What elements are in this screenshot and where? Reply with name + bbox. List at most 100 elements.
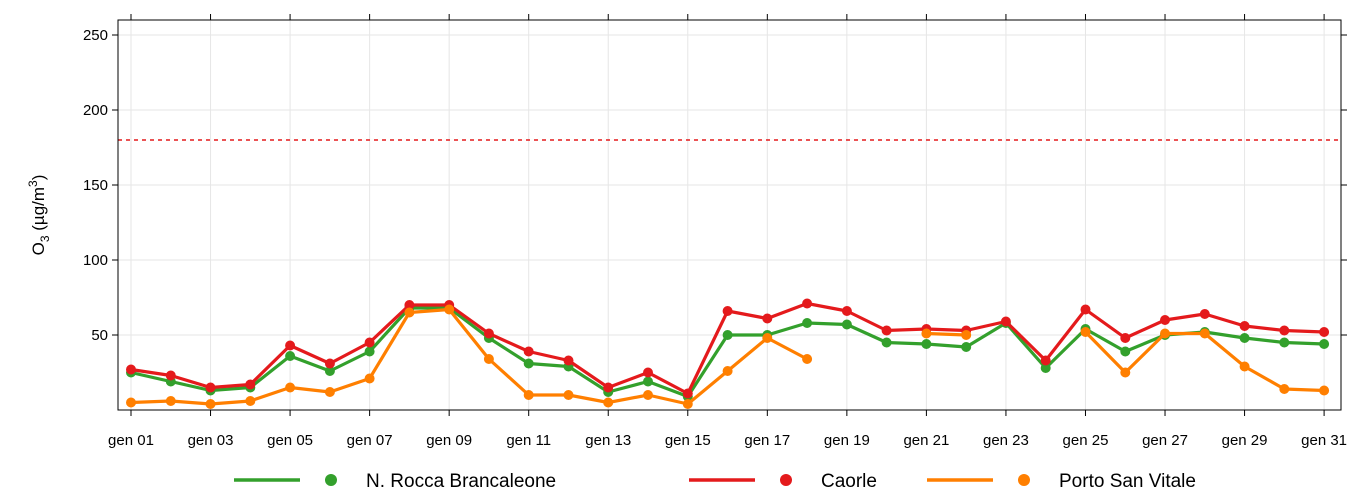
series-line [129, 307, 1326, 406]
x-tick-label: gen 21 [903, 432, 949, 449]
data-point [1040, 363, 1051, 373]
data-point [643, 367, 653, 378]
data-point [603, 382, 614, 393]
data-point [1199, 309, 1210, 319]
x-tick-label: gen 01 [108, 432, 154, 449]
data-point [1160, 315, 1170, 325]
y-tick-label: 150 [83, 177, 108, 194]
data-point [643, 390, 653, 400]
x-tick-label: gen 07 [347, 432, 393, 449]
legend-item: Porto San Vitale [927, 471, 1196, 492]
x-tick-label: gen 29 [1222, 432, 1268, 449]
y-tick-label: 200 [83, 102, 108, 119]
x-tick-label: gen 31 [1301, 432, 1347, 449]
data-point [643, 376, 653, 387]
data-point [165, 370, 176, 381]
data-point [126, 397, 136, 408]
data-point [285, 340, 296, 351]
data-point [722, 330, 733, 340]
plot-frame [117, 19, 1342, 411]
data-point [682, 388, 693, 399]
legend-item: Caorle [689, 471, 877, 492]
y-axis-title: O3 (µg/m3) [26, 175, 52, 256]
data-point [603, 397, 614, 408]
data-point [523, 346, 534, 357]
data-point [1160, 328, 1170, 339]
data-point [364, 346, 375, 357]
data-point [523, 358, 534, 369]
data-point [205, 382, 216, 393]
data-point [444, 304, 455, 315]
data-point [483, 328, 494, 339]
data-point [1120, 367, 1131, 378]
data-point [722, 366, 733, 376]
legend-label: Caorle [821, 471, 877, 492]
data-point [205, 399, 216, 409]
data-point [802, 318, 813, 328]
data-point [1040, 355, 1051, 366]
data-point [165, 396, 176, 406]
data-point [961, 342, 972, 352]
grid [118, 20, 1341, 410]
data-point [841, 319, 852, 330]
data-point [1279, 384, 1290, 394]
x-tick-label: gen 25 [1063, 432, 1109, 449]
data-point [1279, 325, 1290, 336]
data-point [881, 325, 892, 336]
x-tick-label: gen 05 [267, 432, 313, 449]
y-tick-label: 100 [83, 252, 108, 269]
y-axis-title-part: O [29, 242, 48, 255]
data-point [722, 306, 733, 316]
legend-point-swatch [780, 474, 792, 486]
data-point [762, 313, 773, 324]
x-tick-label: gen 19 [824, 432, 870, 449]
data-point [324, 358, 335, 369]
data-point [1319, 385, 1330, 396]
data-point [404, 307, 415, 318]
x-tick-label: gen 11 [506, 432, 551, 449]
series-layer [126, 298, 1330, 409]
data-point [285, 382, 296, 393]
legend-point-swatch [325, 474, 337, 486]
data-point [1239, 321, 1250, 331]
data-point [1120, 346, 1131, 357]
data-point [1080, 327, 1091, 337]
series-porto-san-vitale [126, 304, 1330, 409]
data-point [563, 355, 574, 366]
x-tick-label: gen 13 [585, 432, 631, 449]
legend-label: N. Rocca Brancaleone [366, 471, 556, 492]
series-line [129, 301, 1326, 396]
axes: 50 100 150 200 250 gen 01 gen 03 gen 05 gen 07 ge… [26, 14, 1347, 449]
y-axis-title-part: 3 [26, 180, 40, 187]
data-point [802, 298, 813, 309]
data-point [1319, 327, 1330, 337]
data-point [245, 379, 256, 390]
data-point [523, 390, 534, 400]
data-point [921, 328, 932, 339]
x-tick-label: gen 03 [188, 432, 234, 449]
data-point [921, 339, 932, 349]
y-axis-title-part: (µg/m [29, 187, 48, 236]
y-axis-title-part: ) [29, 175, 48, 181]
data-point [841, 306, 852, 316]
data-point [364, 373, 375, 384]
data-point [1279, 337, 1290, 348]
data-point [881, 337, 892, 348]
data-point [802, 354, 813, 364]
data-point [404, 300, 415, 310]
data-point [1319, 339, 1330, 349]
data-point [324, 366, 335, 376]
data-point [961, 330, 972, 340]
legend: N. Rocca Brancaleone Caorle Porto San Vita… [234, 471, 1196, 492]
data-point [563, 390, 574, 400]
x-tick-label: gen 17 [744, 432, 790, 449]
data-point [1120, 333, 1131, 343]
y-tick-label: 50 [91, 327, 108, 344]
data-point [285, 351, 296, 361]
data-point [364, 337, 375, 348]
legend-item: N. Rocca Brancaleone [234, 471, 556, 492]
data-point [324, 387, 335, 397]
data-point [762, 333, 773, 343]
x-tick-label: gen 09 [426, 432, 472, 449]
data-point [1000, 316, 1011, 327]
